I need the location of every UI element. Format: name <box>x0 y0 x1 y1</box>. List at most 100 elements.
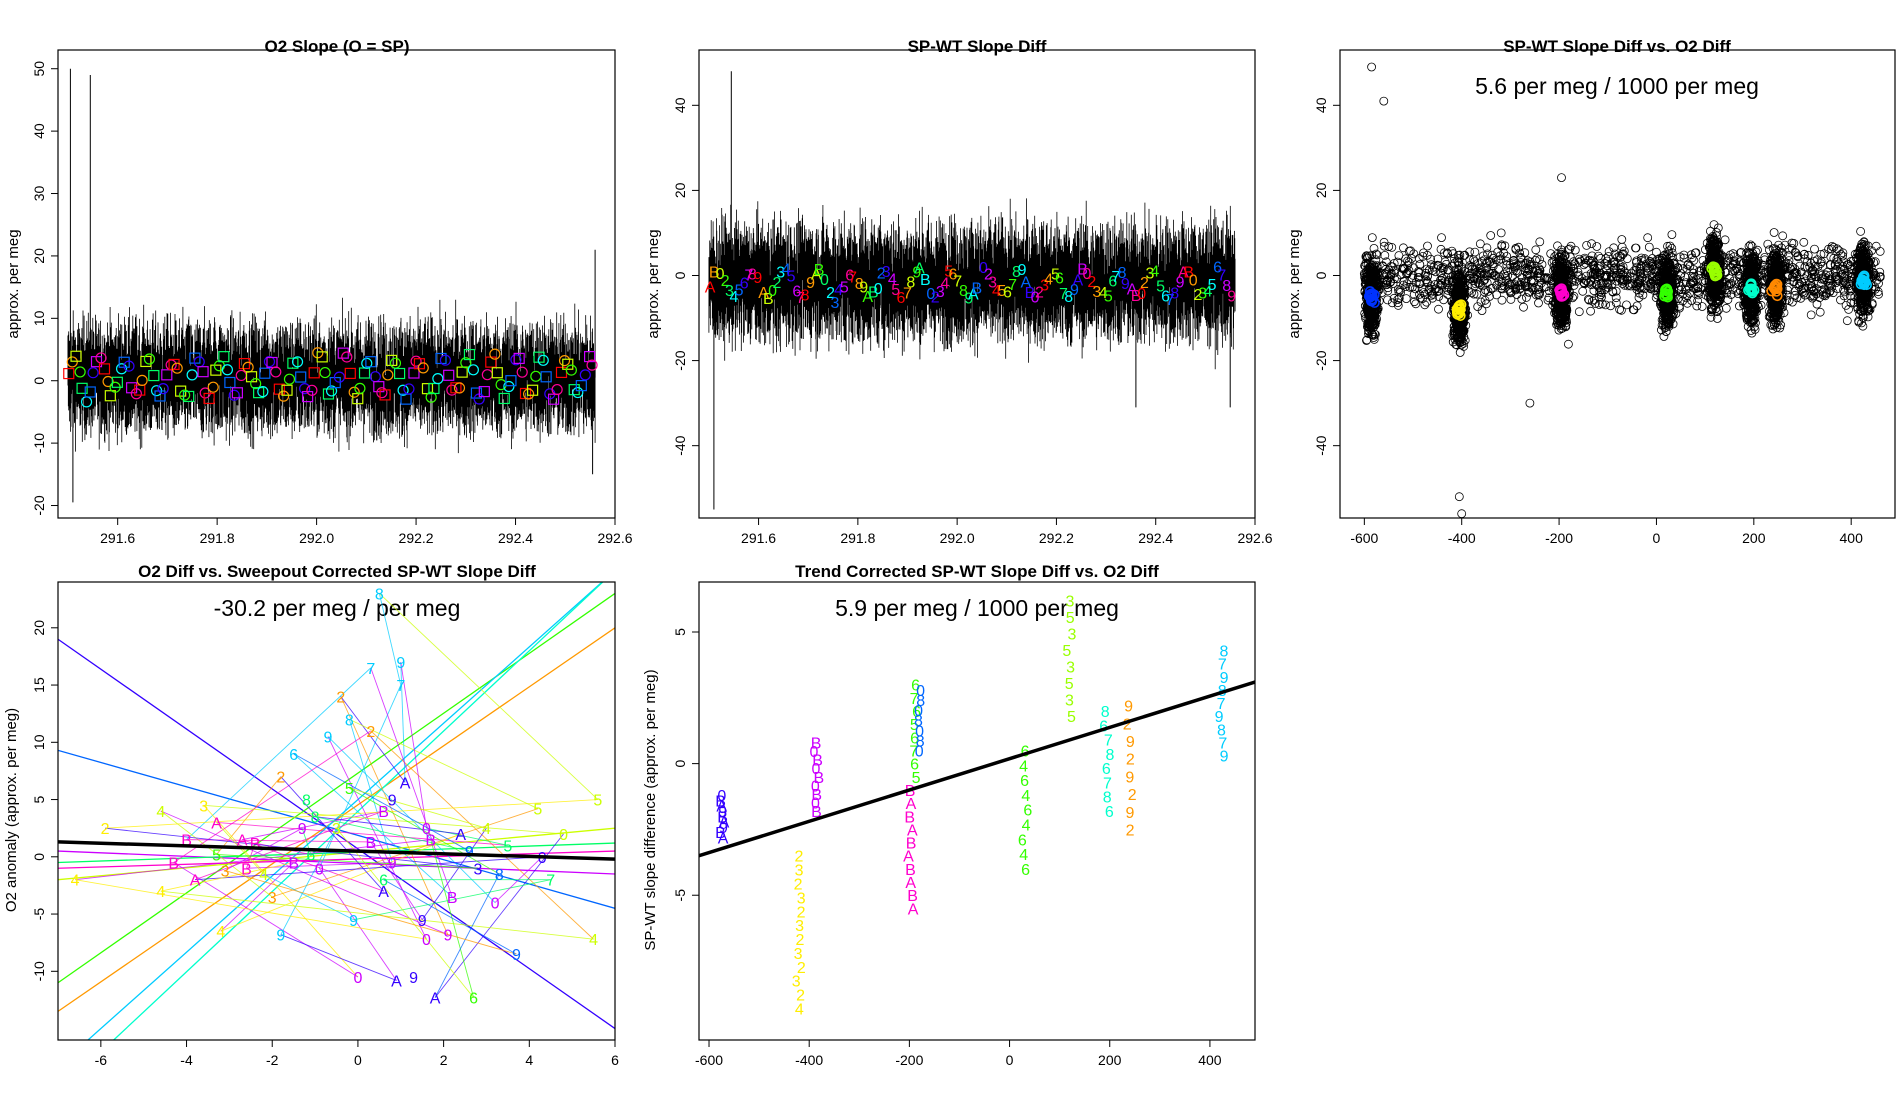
y-tick-label: 20 <box>31 620 47 636</box>
data-point <box>352 393 364 405</box>
data-point <box>379 389 391 401</box>
data-point: 4 <box>782 262 791 279</box>
y-tick-label: -10 <box>31 433 47 453</box>
data-point: 0 <box>820 272 829 289</box>
data-point: 2 <box>1126 752 1135 769</box>
y-axis-label: approx. per meg <box>645 229 662 338</box>
data-point: 2 <box>931 290 940 307</box>
connector-line <box>378 593 402 686</box>
data-point: B <box>905 862 916 879</box>
x-tick-label: 292.0 <box>299 530 334 546</box>
data-point <box>283 373 296 385</box>
connector-line <box>379 593 599 800</box>
data-point: 6 <box>910 730 919 747</box>
y-tick-label: -5 <box>31 908 47 921</box>
data-point: 2 <box>795 849 804 866</box>
connector-line <box>160 810 273 898</box>
data-point: 3 <box>332 821 341 838</box>
data-point: B <box>715 825 726 842</box>
data-point: 2 <box>877 265 886 282</box>
data-point: 0 <box>559 827 568 844</box>
data-point: 8 <box>906 274 915 291</box>
data-point <box>161 369 173 381</box>
data-point: 9 <box>396 655 405 672</box>
data-point: 6 <box>792 284 801 301</box>
data-point <box>478 385 490 398</box>
x-tick-label: 0 <box>1006 1052 1014 1068</box>
x-tick-label: -200 <box>1545 530 1573 546</box>
data-point: 7 <box>953 273 962 290</box>
data-point: 4 <box>1204 283 1213 300</box>
cluster-point <box>1453 306 1465 318</box>
data-point <box>295 371 307 383</box>
data-point: 9 <box>1018 262 1027 279</box>
data-point: A <box>378 884 389 901</box>
data-point <box>231 387 243 399</box>
y-tick-label: 40 <box>31 123 47 139</box>
data-point <box>456 366 468 378</box>
y-tick-label: -20 <box>1313 350 1329 370</box>
connector-line <box>203 804 564 835</box>
trend-line <box>58 840 615 861</box>
data-point: A <box>905 875 916 892</box>
data-point <box>489 348 501 360</box>
data-point: 4 <box>156 884 165 901</box>
data-point: 6 <box>845 268 854 285</box>
cluster-point <box>1771 279 1783 290</box>
data-point <box>291 356 304 368</box>
data-point: A <box>1127 281 1138 298</box>
x-tick-label: 291.6 <box>100 530 135 546</box>
data-point: 9 <box>1176 275 1185 292</box>
data-point: 9 <box>1220 670 1229 687</box>
data-point: 9 <box>859 280 868 297</box>
cluster-point <box>1747 286 1758 297</box>
data-point <box>228 389 240 401</box>
connector-line <box>353 879 551 921</box>
data-point <box>410 355 422 367</box>
data-point: 3 <box>792 974 801 991</box>
connector-line <box>280 827 337 935</box>
data-point: 9 <box>512 947 521 964</box>
data-point: 0 <box>914 703 923 720</box>
data-point: 6 <box>1213 260 1222 277</box>
data-point <box>257 386 269 398</box>
data-point <box>148 369 160 382</box>
data-point: 5 <box>787 269 796 286</box>
data-point: 3 <box>1065 693 1074 710</box>
data-point: 9 <box>388 856 397 873</box>
data-point: 2 <box>1087 274 1096 291</box>
data-point: B <box>1131 288 1142 305</box>
data-point: 7 <box>1218 736 1227 753</box>
cluster-point <box>1556 285 1568 297</box>
data-point <box>183 390 195 403</box>
regression-line <box>58 638 615 1030</box>
data-point: 0 <box>422 932 431 949</box>
data-point <box>186 369 198 381</box>
data-point: 0 <box>422 821 431 838</box>
data-point <box>551 383 563 396</box>
data-point: A <box>190 873 201 890</box>
data-point: B <box>812 753 823 770</box>
connector-line <box>216 854 478 869</box>
annotation: -30.2 per meg / per meg <box>214 595 461 621</box>
data-point: 6 <box>1023 803 1032 820</box>
data-point: A <box>391 973 402 990</box>
data-point <box>266 356 278 369</box>
data-point: B <box>1077 262 1088 279</box>
data-point: 6 <box>948 267 957 284</box>
data-point <box>115 363 128 375</box>
data-point: 6 <box>896 290 905 307</box>
data-point <box>63 367 75 380</box>
data-point: 5 <box>345 781 354 798</box>
data-point: 8 <box>1217 722 1226 739</box>
panel-spwt-vs-o2: SP-WT Slope Diff vs. O2 Diff approx. per… <box>1286 37 1896 546</box>
data-point: A <box>719 815 730 832</box>
data-point <box>516 366 528 378</box>
data-point: 4 <box>888 271 897 288</box>
data-point: 8 <box>1219 643 1228 660</box>
data-point <box>319 366 331 379</box>
panel-title: O2 Slope (O = SP) <box>264 37 409 56</box>
data-point: 0 <box>916 683 925 700</box>
connector-line <box>421 827 487 921</box>
